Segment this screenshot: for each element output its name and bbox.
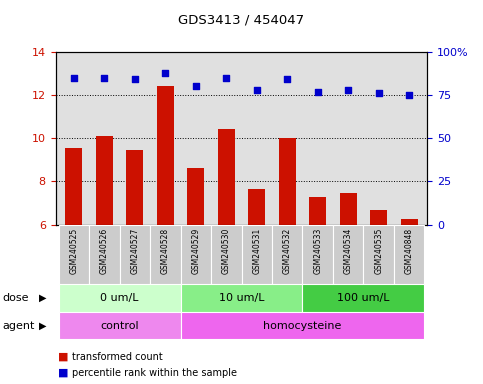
Bar: [401, 219, 417, 225]
Bar: [248, 189, 265, 225]
Bar: [120, 225, 150, 284]
Text: GSM240530: GSM240530: [222, 228, 231, 274]
Bar: [242, 225, 272, 284]
Bar: [96, 136, 113, 225]
Point: [284, 76, 291, 83]
Bar: [157, 86, 174, 225]
Point: [405, 92, 413, 98]
Bar: [211, 225, 242, 284]
Text: GSM240527: GSM240527: [130, 228, 139, 274]
Bar: [187, 169, 204, 225]
Text: GSM240535: GSM240535: [374, 228, 383, 274]
Text: percentile rank within the sample: percentile rank within the sample: [72, 368, 238, 378]
Text: ■: ■: [58, 352, 69, 362]
Text: GSM240848: GSM240848: [405, 228, 413, 274]
Text: homocysteine: homocysteine: [263, 321, 341, 331]
Bar: [272, 225, 302, 284]
Text: agent: agent: [2, 321, 35, 331]
Point: [192, 83, 199, 89]
Bar: [58, 225, 89, 284]
Bar: [363, 225, 394, 284]
Bar: [279, 138, 296, 225]
Text: control: control: [100, 321, 139, 331]
Point: [222, 74, 230, 81]
Point: [161, 70, 169, 76]
Text: GSM240525: GSM240525: [70, 228, 78, 274]
Text: GSM240529: GSM240529: [191, 228, 200, 274]
Text: GSM240528: GSM240528: [161, 228, 170, 274]
Text: GSM240533: GSM240533: [313, 228, 322, 274]
Bar: [58, 312, 181, 339]
Bar: [218, 129, 235, 225]
Point: [375, 90, 383, 96]
Text: GSM240531: GSM240531: [252, 228, 261, 274]
Point: [314, 89, 322, 95]
Text: 100 um/L: 100 um/L: [337, 293, 390, 303]
Bar: [333, 225, 363, 284]
Text: GSM240526: GSM240526: [100, 228, 109, 274]
Point: [100, 74, 108, 81]
Bar: [58, 284, 181, 312]
Bar: [340, 193, 356, 225]
Point: [70, 74, 78, 81]
Bar: [181, 284, 302, 312]
Bar: [181, 225, 211, 284]
Text: 0 um/L: 0 um/L: [100, 293, 139, 303]
Bar: [309, 197, 326, 225]
Text: GDS3413 / 454047: GDS3413 / 454047: [178, 14, 305, 27]
Text: GSM240534: GSM240534: [344, 228, 353, 274]
Bar: [394, 225, 425, 284]
Bar: [150, 225, 181, 284]
Point: [131, 76, 139, 83]
Text: GSM240532: GSM240532: [283, 228, 292, 274]
Bar: [302, 284, 425, 312]
Text: transformed count: transformed count: [72, 352, 163, 362]
Text: ▶: ▶: [39, 321, 46, 331]
Point: [344, 87, 352, 93]
Bar: [89, 225, 120, 284]
Bar: [66, 148, 82, 225]
Text: 10 um/L: 10 um/L: [219, 293, 264, 303]
Bar: [302, 225, 333, 284]
Text: dose: dose: [2, 293, 29, 303]
Text: ▶: ▶: [39, 293, 46, 303]
Text: ■: ■: [58, 368, 69, 378]
Bar: [370, 210, 387, 225]
Bar: [181, 312, 425, 339]
Point: [253, 87, 261, 93]
Bar: [127, 150, 143, 225]
